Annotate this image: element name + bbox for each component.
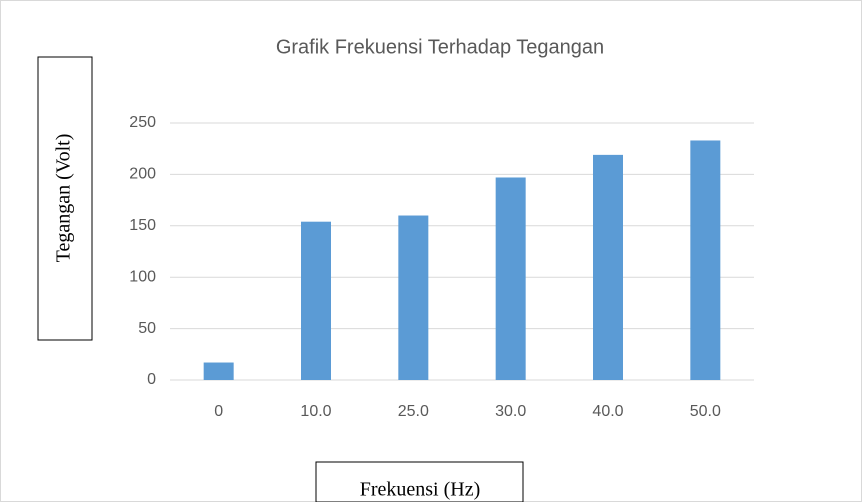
y-tick-label: 150	[129, 217, 156, 234]
y-tick-label: 0	[147, 371, 156, 388]
x-tick-label: 25.0	[398, 403, 429, 420]
bar	[593, 154, 623, 380]
bar	[301, 221, 331, 380]
y-tick-label: 250	[129, 114, 156, 131]
x-tick-label: 50.0	[690, 403, 721, 420]
y-tick-label: 100	[129, 268, 156, 285]
y-tick-label: 50	[138, 320, 156, 337]
bar	[690, 140, 721, 380]
x-tick-label: 10.0	[300, 403, 331, 420]
bar	[203, 362, 234, 380]
x-label-box	[315, 461, 524, 502]
y-tick-label: 200	[129, 166, 156, 183]
x-axis-title: Frekuensi (Hz)	[360, 479, 481, 501]
x-tick-label: 0	[214, 403, 223, 420]
bar	[398, 215, 429, 380]
y-label-box	[37, 56, 93, 341]
y-axis-title: Tegangan (Volt)	[53, 134, 75, 263]
bar	[495, 177, 526, 380]
x-tick-label: 40.0	[592, 403, 623, 420]
chart-title: Grafik Frekuensi Terhadap Tegangan	[276, 36, 604, 58]
x-tick-label: 30.0	[495, 403, 526, 420]
